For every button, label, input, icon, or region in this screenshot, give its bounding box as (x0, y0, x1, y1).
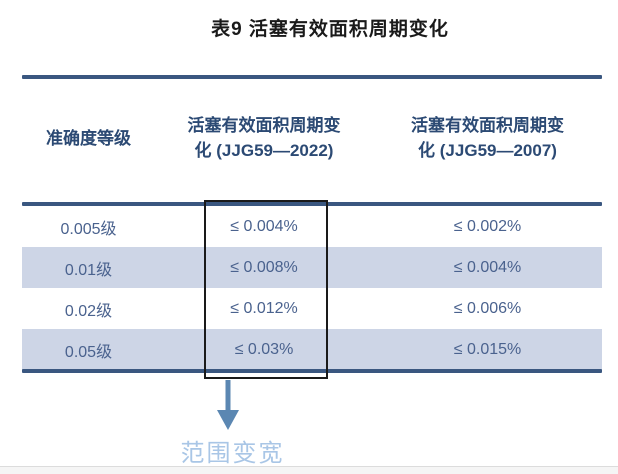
table-row: 0.02级 ≤ 0.012% ≤ 0.006% (22, 288, 602, 329)
cell-grade: 0.01级 (64, 261, 113, 279)
table-header-rule (22, 202, 602, 206)
cell-2007-value: ≤ 0.002% (453, 217, 522, 235)
highlight-box (204, 200, 328, 379)
table-row: 0.01级 ≤ 0.008% ≤ 0.004% (22, 247, 602, 288)
cell-grade: 0.05级 (64, 343, 113, 361)
header-jjg59-2022: 活塞有效面积周期变 化 (JJG59—2022) (155, 113, 373, 163)
cell-2007-value: ≤ 0.006% (453, 299, 522, 317)
cell-2022-value: ≤ 0.008% (230, 258, 298, 276)
cell-grade: 0.02级 (64, 302, 113, 320)
header-accuracy-grade: 准确度等级 (46, 128, 131, 148)
cell-2022-value: ≤ 0.03% (234, 340, 294, 358)
table-bottom-rule (22, 369, 602, 373)
page-bottom-strip (0, 466, 618, 474)
table-top-rule (22, 75, 602, 79)
cell-2022-value: ≤ 0.012% (230, 299, 298, 317)
table-body: 0.005级 ≤ 0.004% ≤ 0.002% 0.01级 ≤ 0.008% … (22, 206, 602, 370)
table-row: 0.05级 ≤ 0.03% ≤ 0.015% (22, 329, 602, 370)
cell-2007-value: ≤ 0.015% (453, 340, 522, 358)
header-jjg59-2007-line1: 活塞有效面积周期变 (411, 116, 564, 135)
header-jjg59-2007-line2: 化 (JJG59—2007) (418, 141, 557, 160)
header-jjg59-2022-line1: 活塞有效面积周期变 (187, 116, 341, 135)
cell-2007-value: ≤ 0.004% (453, 258, 522, 276)
header-jjg59-2022-line2: 化 (JJG59—2022) (194, 141, 334, 160)
cell-grade: 0.005级 (60, 220, 117, 238)
table-row: 0.005级 ≤ 0.004% ≤ 0.002% (22, 206, 602, 247)
annotation-text: 范围变宽 (180, 440, 285, 467)
header-jjg59-2007: 活塞有效面积周期变 化 (JJG59—2007) (373, 113, 602, 163)
table-caption: 表9 活塞有效面积周期变化 (211, 19, 449, 40)
arrow-down-icon (215, 380, 241, 432)
table-header-row: 准确度等级 活塞有效面积周期变 化 (JJG59—2022) 活塞有效面积周期变… (22, 106, 602, 170)
cell-2022-value: ≤ 0.004% (230, 217, 298, 235)
